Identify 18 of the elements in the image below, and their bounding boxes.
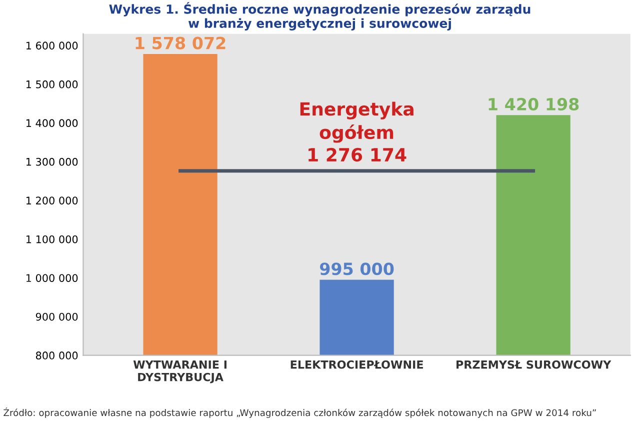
x-tick-label: ELEKTROCIEPŁOWNIE [290,360,423,369]
y-tick-label: 1 300 000 [26,158,78,166]
chart-title: Wykres 1. Średnie roczne wynagrodzenie prezesów zarządu w branży energetycznej i surowcowej [109,2,530,30]
ref-line-label: Energetyka ogółem 1 276 174 [300,102,414,162]
y-tick-label: 1 200 000 [26,196,78,204]
y-tick-label: 1 400 000 [26,119,78,128]
data-label: 1 420 198 [488,98,579,110]
x-tick-label: PRZEMYSŁ SUROWCOWY [456,360,612,369]
x-tick-label: WYTWARANIE I DYSTRYBUCJA [133,360,226,384]
y-tick-label: 1 500 000 [26,80,78,88]
y-tick-label: 1 600 000 [26,42,78,50]
data-label: 995 000 [320,262,394,276]
text: Źródło: opracowanie własne na podstawie raportu „Wynagrodzenia członków zarządów spółek notowanych na GPW w 2014 roku” [4,408,596,418]
data-label: 1 578 072 [136,36,226,50]
y-tick-label: 900 000 [36,312,78,321]
y-tick-label: 1 000 000 [26,274,78,282]
y-tick-label: 1 100 000 [26,235,78,244]
y-tick-label: 800 000 [36,352,78,360]
